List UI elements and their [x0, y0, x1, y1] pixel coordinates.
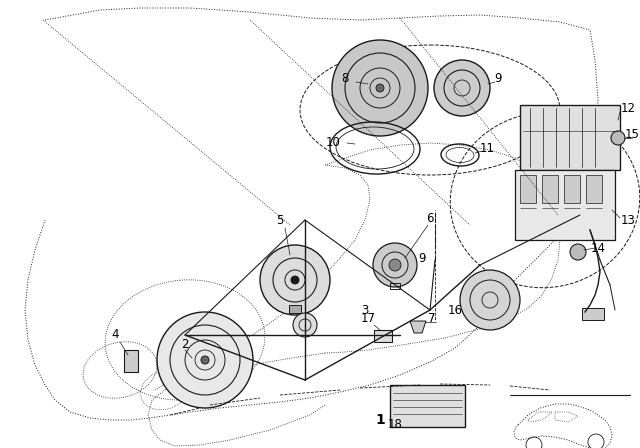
Bar: [390, 385, 465, 427]
Text: 8: 8: [341, 72, 349, 85]
Circle shape: [291, 276, 299, 284]
Circle shape: [260, 245, 330, 315]
Bar: [520, 175, 536, 203]
Polygon shape: [410, 321, 426, 333]
Text: 9: 9: [419, 251, 426, 264]
Text: 14: 14: [591, 241, 605, 254]
Text: 13: 13: [621, 214, 636, 227]
Text: 9: 9: [494, 72, 502, 85]
Bar: [374, 330, 392, 342]
Circle shape: [389, 259, 401, 271]
Bar: [390, 283, 400, 289]
Circle shape: [157, 312, 253, 408]
Text: 10: 10: [326, 137, 340, 150]
Text: 7: 7: [428, 311, 436, 324]
Bar: [542, 175, 558, 203]
Bar: [124, 350, 138, 372]
Text: 2: 2: [181, 339, 189, 352]
Circle shape: [460, 270, 520, 330]
Text: 17: 17: [360, 311, 376, 324]
Text: 1: 1: [375, 413, 385, 427]
Text: 15: 15: [625, 129, 639, 142]
Text: 3: 3: [362, 303, 369, 316]
Circle shape: [293, 313, 317, 337]
Text: 5: 5: [276, 214, 284, 227]
Bar: [582, 308, 604, 320]
Text: 4: 4: [111, 328, 119, 341]
Bar: [564, 175, 580, 203]
Text: 6: 6: [426, 211, 434, 224]
Bar: [289, 305, 301, 313]
Bar: [586, 175, 602, 203]
Bar: [515, 170, 615, 240]
Circle shape: [373, 243, 417, 287]
Text: 16: 16: [447, 303, 463, 316]
Text: 18: 18: [388, 418, 403, 431]
Text: 12: 12: [621, 102, 636, 115]
Circle shape: [570, 244, 586, 260]
Circle shape: [376, 84, 384, 92]
Bar: [520, 105, 620, 170]
Circle shape: [434, 60, 490, 116]
Circle shape: [201, 356, 209, 364]
Text: 11: 11: [479, 142, 495, 155]
Circle shape: [332, 40, 428, 136]
Circle shape: [611, 131, 625, 145]
